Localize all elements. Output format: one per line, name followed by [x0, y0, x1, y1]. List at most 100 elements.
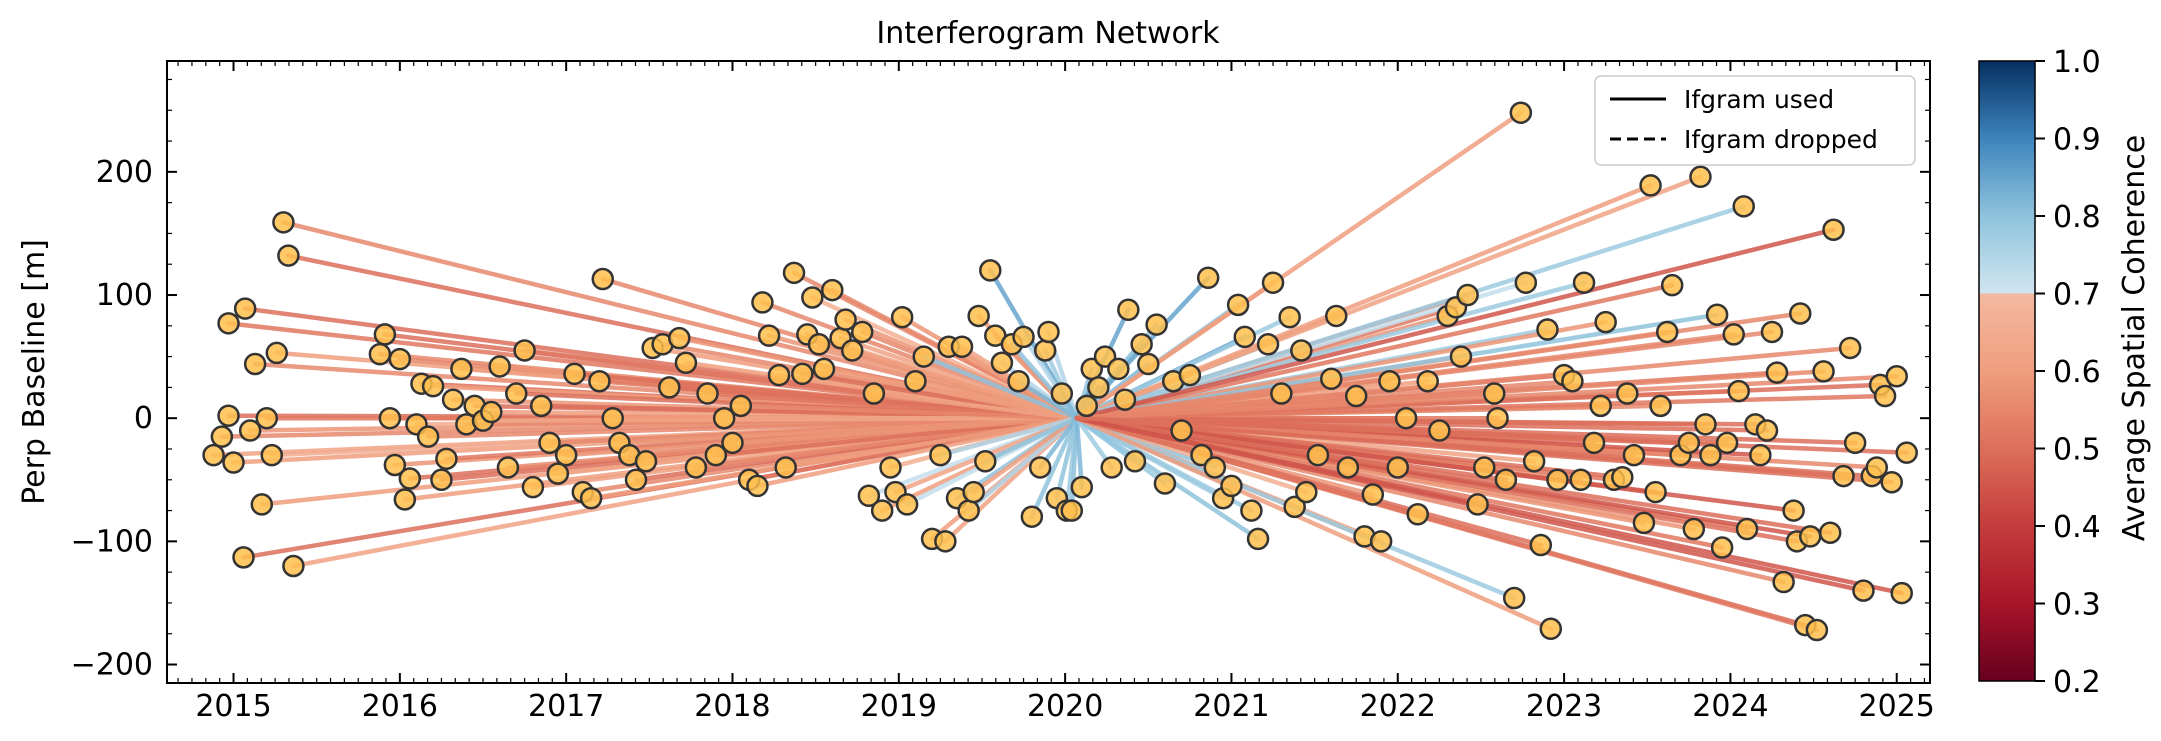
acquisition-point-188: [1616, 382, 1639, 405]
ifgram-line-217: [1074, 311, 1803, 421]
acquisition-point-40: [529, 394, 553, 418]
ifgram-line-229: [1074, 415, 1880, 470]
acquisition-point-63: [721, 431, 744, 455]
acquisition-point-9: [250, 493, 274, 516]
acquisition-point-229: [1865, 456, 1889, 479]
acquisition-point-182: [1572, 271, 1596, 294]
acquisition-point-178: [1546, 468, 1569, 492]
acquisition-point-197: [1677, 431, 1701, 455]
acquisition-point-233: [1885, 365, 1908, 388]
acquisition-point-149: [1319, 367, 1343, 391]
ifgram-line-234: [1074, 415, 1904, 596]
acquisition-point-210: [1749, 443, 1772, 467]
acquisition-point-2: [217, 404, 240, 427]
acquisition-point-1: [210, 425, 234, 448]
acquisition-point-88: [895, 493, 919, 516]
x-tick-label-5: 2020: [1027, 689, 1103, 724]
colorbar-tick-label-3: 0.5: [2053, 433, 2101, 468]
acquisition-point-41: [538, 431, 561, 455]
acquisition-point-190: [1632, 511, 1656, 535]
acquisition-point-174: [1522, 450, 1546, 473]
acquisition-point-217: [1789, 302, 1812, 325]
acquisition-point-219: [1798, 525, 1822, 548]
acquisition-point-226: [1843, 431, 1867, 455]
acquisition-point-56: [658, 376, 681, 399]
acquisition-point-114: [1060, 499, 1084, 522]
acquisition-point-207: [1732, 195, 1755, 218]
acquisition-point-144: [1278, 305, 1301, 329]
acquisition-point-107: [1020, 505, 1044, 528]
x-tick-label-3: 2018: [694, 689, 770, 724]
acquisition-point-152: [1344, 384, 1368, 408]
ifgram-line-222: [1074, 415, 1833, 535]
colorbar-tick-label-5: 0.7: [2053, 278, 2101, 313]
acquisition-point-234: [1890, 581, 1913, 605]
acquisition-point-128: [1153, 472, 1177, 495]
acquisition-point-106: [1012, 325, 1035, 349]
acquisition-point-79: [834, 308, 857, 331]
acquisition-point-49: [601, 406, 624, 430]
acquisition-point-74: [801, 286, 824, 309]
acquisition-point-85: [879, 456, 902, 479]
acquisition-point-66: [746, 474, 769, 498]
y-tick-label-4: 200: [96, 155, 153, 190]
ifgram-line-64: [738, 403, 1080, 421]
acquisition-point-125: [1130, 333, 1153, 356]
plot-frame: [166, 60, 1931, 684]
acquisition-point-193: [1649, 394, 1672, 418]
acquisition-point-154: [1361, 483, 1385, 506]
acquisition-point-14: [277, 244, 300, 267]
acquisition-point-211: [1755, 419, 1779, 442]
ifgram-line-232: [1074, 415, 1894, 485]
colorbar-tick-label-6: 0.8: [2053, 200, 2101, 235]
acquisition-point-143: [1270, 382, 1293, 405]
acquisition-point-39: [521, 475, 545, 499]
acquisition-point-59: [684, 456, 708, 479]
acquisition-point-97: [957, 499, 980, 522]
acquisition-point-195: [1660, 273, 1684, 297]
acquisition-point-81: [850, 320, 874, 344]
ifgram-line-100: [983, 415, 1080, 464]
acquisition-point-148: [1306, 443, 1330, 467]
acquisition-point-70: [774, 456, 797, 479]
acquisition-point-69: [767, 363, 791, 387]
acquisition-point-80: [840, 339, 864, 362]
acquisition-point-173: [1514, 271, 1538, 294]
acquisition-point-29: [441, 388, 465, 411]
acquisition-point-8: [243, 352, 267, 376]
ifgram-line-104: [1009, 342, 1080, 421]
ifgram-line-215: [1074, 415, 1796, 513]
acquisition-point-75: [807, 333, 831, 356]
acquisition-point-235: [1895, 441, 1918, 464]
acquisition-point-201: [1699, 443, 1722, 467]
acquisition-point-90: [912, 345, 936, 368]
acquisition-point-22: [398, 467, 422, 490]
acquisition-point-28: [435, 447, 458, 471]
acquisition-point-202: [1705, 303, 1729, 326]
acquisition-point-177: [1539, 617, 1563, 641]
acquisition-point-20: [388, 347, 412, 371]
acquisition-point-108: [1028, 456, 1052, 479]
acquisition-point-139: [1240, 499, 1263, 522]
x-tick-label-7: 2022: [1360, 689, 1436, 724]
acquisition-point-84: [870, 499, 894, 522]
acquisition-point-98: [962, 480, 985, 504]
acquisition-point-225: [1838, 336, 1862, 360]
x-tick-label-10: 2025: [1859, 689, 1935, 724]
acquisition-point-137: [1226, 293, 1250, 317]
legend-entry-dropped: Ifgram dropped: [1684, 125, 1878, 154]
acquisition-point-83: [862, 382, 886, 405]
acquisition-point-12: [265, 341, 289, 365]
acquisition-point-44: [563, 362, 586, 386]
x-tick-label-1: 2016: [362, 689, 438, 724]
colorbar-label: Average Spatial Coherence: [2117, 135, 2152, 541]
acquisition-point-172: [1509, 101, 1533, 124]
acquisition-point-34: [480, 400, 503, 424]
acquisition-point-165: [1456, 283, 1479, 307]
ifgram-line-235: [1074, 415, 1909, 455]
acquisition-point-105: [1007, 369, 1030, 393]
colorbar: 0.2 0.3 0.4 0.5 0.6 0.7 0.8 0.9 1.0 Average Spat…: [1978, 45, 2152, 700]
acquisition-point-164: [1449, 345, 1473, 368]
acquisition-point-134: [1203, 456, 1227, 479]
acquisition-point-160: [1416, 369, 1439, 393]
